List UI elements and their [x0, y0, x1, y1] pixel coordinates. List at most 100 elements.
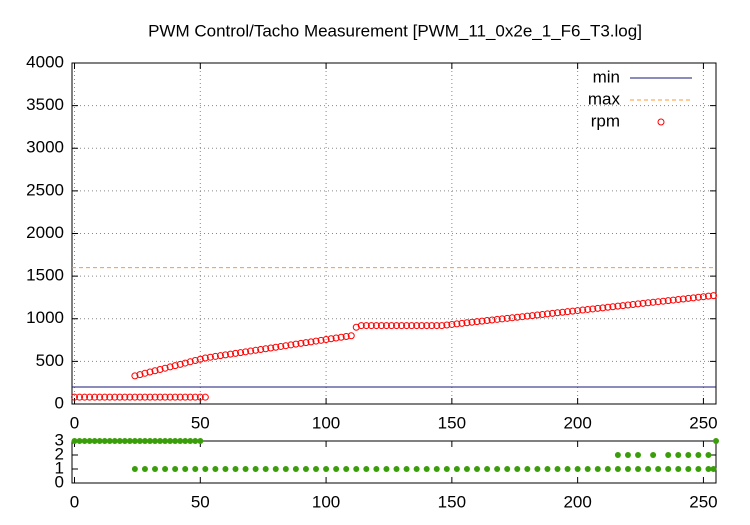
data-point [453, 466, 460, 472]
data-point [287, 341, 295, 349]
data-point [433, 322, 441, 330]
data-point [609, 303, 617, 311]
data-point [367, 322, 375, 330]
data-point [654, 298, 662, 306]
x-tick-label: 150 [438, 413, 466, 432]
data-point [604, 466, 611, 472]
data-point [121, 438, 128, 444]
data-point [221, 351, 229, 359]
data-point [162, 466, 169, 472]
x-tick-label: 150 [438, 492, 466, 511]
data-point [177, 438, 184, 444]
data-point [146, 438, 153, 444]
data-point [242, 348, 250, 356]
data-point [232, 466, 239, 472]
data-point [141, 369, 149, 377]
x-tick-label: 50 [191, 492, 210, 511]
data-point [172, 438, 179, 444]
data-point [182, 438, 189, 444]
data-point [161, 364, 169, 372]
data-point [533, 311, 541, 319]
data-point [474, 466, 481, 472]
data-point [131, 438, 138, 444]
data-point [141, 466, 148, 472]
data-point [327, 335, 335, 343]
data-point [614, 466, 621, 472]
y-tick-label: 0 [55, 472, 64, 491]
data-point [413, 466, 420, 472]
data-point [418, 322, 426, 330]
data-point [161, 393, 169, 401]
x-tick-label: 0 [70, 413, 79, 432]
data-point [488, 316, 496, 324]
data-point [357, 322, 365, 330]
data-point [428, 322, 436, 330]
data-point [594, 466, 601, 472]
data-point [302, 339, 310, 347]
data-point [292, 340, 300, 348]
data-point [242, 466, 249, 472]
data-point [86, 393, 94, 401]
data-point [463, 319, 471, 327]
data-point [91, 438, 98, 444]
data-point [197, 438, 204, 444]
data-point [201, 393, 209, 401]
data-point [705, 452, 712, 458]
data-point [635, 452, 642, 458]
data-point [483, 317, 491, 325]
data-point [76, 438, 83, 444]
data-point [458, 319, 466, 327]
data-point [162, 438, 169, 444]
data-point [353, 466, 360, 472]
data-point [599, 304, 607, 312]
data-point [116, 393, 124, 401]
data-point [669, 296, 677, 304]
data-point [604, 303, 612, 311]
data-point [584, 305, 592, 313]
x-tick-label: 50 [191, 413, 210, 432]
data-point [191, 357, 199, 365]
data-point [201, 354, 209, 362]
legend-swatch [657, 118, 665, 126]
data-point [196, 355, 204, 363]
data-point [152, 438, 159, 444]
data-point [247, 347, 255, 355]
data-point [292, 466, 299, 472]
data-point [514, 466, 521, 472]
data-point [589, 305, 597, 313]
data-point [382, 322, 390, 330]
data-point [146, 368, 154, 376]
data-point [171, 362, 179, 370]
data-point [473, 318, 481, 326]
plot-frame [71, 62, 717, 405]
data-point [282, 466, 289, 472]
data-point [629, 301, 637, 309]
x-tick-label: 250 [689, 413, 717, 432]
data-point [136, 393, 144, 401]
data-point [413, 322, 421, 330]
data-point [685, 466, 692, 472]
y-tick-label: 2000 [26, 223, 64, 242]
data-point [594, 304, 602, 312]
data-point [156, 393, 164, 401]
data-point [564, 466, 571, 472]
data-point [655, 466, 662, 472]
data-point [408, 322, 416, 330]
data-point [187, 438, 194, 444]
y-tick-label: 1 [55, 458, 64, 477]
data-point [141, 393, 149, 401]
x-tick-label: 200 [563, 492, 591, 511]
data-point [182, 466, 189, 472]
data-point [548, 309, 556, 317]
data-point [186, 358, 194, 366]
data-point [614, 302, 622, 310]
data-point [373, 466, 380, 472]
data-point [665, 452, 672, 458]
data-point [146, 393, 154, 401]
data-point [237, 349, 245, 357]
data-point [167, 438, 174, 444]
data-point [101, 393, 109, 401]
chart-title: PWM Control/Tacho Measurement [PWM_11_0x… [148, 21, 642, 40]
y-tick-label: 4000 [26, 52, 64, 71]
